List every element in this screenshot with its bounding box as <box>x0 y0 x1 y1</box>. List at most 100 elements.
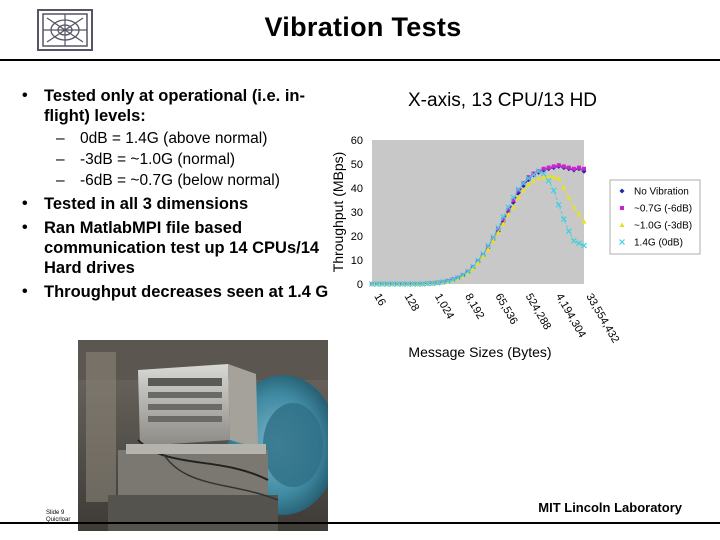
legend-label: No Vibration <box>634 187 689 198</box>
data-point <box>560 216 567 223</box>
data-point <box>459 272 466 279</box>
data-point <box>480 251 486 257</box>
data-point <box>505 204 512 211</box>
data-point <box>470 265 476 271</box>
data-point <box>506 207 511 212</box>
data-point <box>530 171 537 178</box>
x-tick-label: 33,554,432 <box>583 292 621 346</box>
data-point <box>464 268 471 275</box>
data-point <box>561 185 567 190</box>
data-point <box>570 237 577 244</box>
bullet-item: • Ran MatlabMPI file based communication… <box>22 219 320 277</box>
legend-marker <box>619 239 625 245</box>
data-point <box>475 257 481 264</box>
data-point <box>429 280 436 287</box>
bullet-dot-icon: • <box>22 219 28 236</box>
x-axis-label: Message Sizes (Bytes) <box>408 344 551 360</box>
y-tick-label: 10 <box>351 255 363 267</box>
x-tick-label: 524,288 <box>523 292 553 332</box>
legend-marker <box>619 188 625 194</box>
data-point <box>500 213 507 220</box>
data-point <box>510 194 517 201</box>
data-point <box>550 187 557 194</box>
data-point <box>551 164 556 169</box>
y-axis-label: Throughput (MBps) <box>330 152 346 273</box>
bullet-list: • Tested only at operational (i.e. in-fl… <box>22 86 337 306</box>
data-point <box>444 278 451 285</box>
data-point <box>439 279 446 286</box>
data-point <box>525 181 531 187</box>
data-point <box>576 165 581 170</box>
x-tick-label: 128 <box>402 292 422 314</box>
x-tick-label: 16 <box>371 292 388 309</box>
data-point <box>399 281 406 287</box>
sub-bullet-item: – -6dB = ~0.7G (below normal) <box>56 172 280 189</box>
legend-label: ~0.7G (-6dB) <box>634 204 692 215</box>
footer-lab-name: MIT Lincoln Laboratory <box>538 500 682 515</box>
vibration-table-photo <box>78 340 328 531</box>
data-point <box>480 253 486 259</box>
footer-slide-info: Slide 9 Quicrloar <box>46 510 71 523</box>
data-point <box>516 188 521 193</box>
data-point <box>374 281 380 287</box>
data-point <box>475 260 481 265</box>
data-point <box>525 175 532 182</box>
data-point <box>454 274 461 281</box>
bullet-item: • Tested only at operational (i.e. in-fl… <box>22 87 305 125</box>
bullet-item: • Tested in all 3 dimensions <box>22 195 249 213</box>
data-point <box>379 281 386 287</box>
data-point <box>546 165 551 170</box>
data-point <box>424 280 431 287</box>
data-point <box>414 281 421 287</box>
y-tick-label: 40 <box>351 183 363 195</box>
data-point <box>389 281 396 287</box>
bullet-dot-icon: • <box>22 87 28 104</box>
y-tick-label: 30 <box>351 207 363 219</box>
data-point <box>490 238 496 243</box>
data-point <box>485 246 491 252</box>
data-point <box>581 219 587 224</box>
data-point <box>531 178 537 183</box>
x-tick-label: 1,024 <box>432 292 456 322</box>
data-point <box>511 198 516 202</box>
data-point <box>394 281 401 287</box>
data-point <box>449 276 456 283</box>
data-point <box>510 204 516 210</box>
data-point <box>565 228 572 235</box>
data-point <box>404 281 411 287</box>
data-point <box>555 201 562 208</box>
data-point <box>556 163 561 168</box>
data-point <box>470 263 476 270</box>
legend-marker <box>619 222 625 227</box>
data-point <box>515 186 522 193</box>
chart-title: X-axis, 13 CPU/13 HD <box>408 90 598 111</box>
data-point <box>465 270 471 275</box>
data-point <box>535 168 542 175</box>
data-point <box>485 242 492 249</box>
data-point <box>576 240 582 247</box>
throughput-chart: 0 10 20 30 40 50 60 Throughput (MBps) 16 128 1,024… <box>330 135 701 360</box>
x-tick-label: 8,192 <box>462 292 486 322</box>
data-point <box>409 281 416 287</box>
y-tick-label: 20 <box>351 231 363 243</box>
data-point <box>536 175 542 181</box>
data-point <box>582 166 586 171</box>
data-point <box>490 234 497 241</box>
data-point <box>520 187 526 193</box>
data-point <box>495 229 501 235</box>
data-point <box>576 211 582 217</box>
data-point <box>495 224 502 231</box>
bullet-dot-icon: • <box>22 195 28 212</box>
legend-label: ~1.0G (-3dB) <box>634 221 692 232</box>
data-point <box>369 281 375 287</box>
data-point <box>531 171 536 176</box>
data-point <box>571 166 576 171</box>
x-tick-label: 65,536 <box>493 292 520 327</box>
data-point <box>566 165 571 170</box>
bullet-dot-icon: • <box>22 283 28 300</box>
data-point <box>545 177 552 184</box>
mit-ll-logo <box>37 9 93 51</box>
legend-marker <box>620 206 624 210</box>
y-tick-label: 50 <box>351 159 363 171</box>
data-point <box>526 175 531 180</box>
